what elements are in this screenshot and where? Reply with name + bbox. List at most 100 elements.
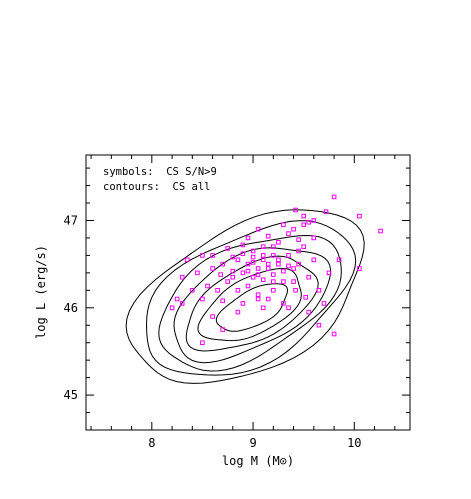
data-point xyxy=(286,253,291,258)
data-point xyxy=(301,222,306,228)
x-tick-label: 8 xyxy=(148,436,155,450)
data-point xyxy=(265,266,271,271)
data-point xyxy=(200,340,205,345)
data-point xyxy=(255,292,261,297)
data-point xyxy=(271,279,276,284)
contour-level xyxy=(185,255,319,352)
data-point xyxy=(293,288,298,293)
data-point xyxy=(190,288,195,293)
data-point xyxy=(225,246,230,251)
data-point xyxy=(250,260,256,265)
data-point xyxy=(235,309,241,315)
data-point xyxy=(281,301,286,306)
data-point xyxy=(215,288,220,293)
contour-level xyxy=(197,267,302,342)
data-point xyxy=(230,254,236,260)
data-point xyxy=(245,235,251,241)
data-point xyxy=(271,253,276,258)
x-axis-label: log M (M⊙) xyxy=(222,454,294,468)
y-tick-label: 45 xyxy=(64,388,78,402)
data-point xyxy=(260,305,266,311)
data-point xyxy=(306,219,311,225)
data-point xyxy=(323,209,329,214)
data-point xyxy=(357,266,362,271)
data-point xyxy=(281,222,286,228)
annotation-contours: contours: CS all xyxy=(103,181,210,193)
data-point xyxy=(235,288,241,293)
data-point xyxy=(230,268,236,274)
data-point xyxy=(255,266,261,271)
data-point xyxy=(291,279,296,284)
contour-level xyxy=(125,209,365,384)
data-point xyxy=(255,296,261,302)
contour-level xyxy=(146,220,357,376)
data-point xyxy=(316,322,322,328)
data-point xyxy=(245,268,251,274)
data-point xyxy=(205,283,210,289)
x-tick-label: 10 xyxy=(347,436,361,450)
data-point xyxy=(286,231,291,236)
contour-level xyxy=(215,283,288,332)
data-point xyxy=(271,244,276,249)
data-point xyxy=(286,305,291,311)
data-point xyxy=(255,226,261,232)
data-point xyxy=(331,331,337,337)
data-point xyxy=(306,274,311,280)
data-point xyxy=(321,301,327,306)
data-point xyxy=(271,288,276,293)
data-point xyxy=(220,261,225,267)
data-point xyxy=(260,253,266,258)
data-point xyxy=(276,257,281,263)
data-point xyxy=(220,298,225,304)
contour-level xyxy=(158,234,342,372)
data-point xyxy=(200,253,205,258)
data-point xyxy=(250,274,256,280)
data-point xyxy=(291,226,296,232)
data-point xyxy=(303,295,308,300)
y-tick-label: 47 xyxy=(64,213,78,227)
data-point xyxy=(240,301,246,306)
data-point xyxy=(179,301,185,306)
data-point xyxy=(331,194,337,200)
data-point xyxy=(230,274,236,280)
data-point xyxy=(271,272,276,277)
data-point xyxy=(235,257,241,263)
data-point xyxy=(260,277,266,283)
data-point xyxy=(265,296,271,302)
data-point xyxy=(311,218,317,223)
contour-level xyxy=(173,247,331,364)
data-point xyxy=(179,274,185,280)
data-point xyxy=(301,244,306,249)
data-point xyxy=(174,296,180,302)
data-point xyxy=(265,261,271,267)
data-point xyxy=(169,305,175,311)
data-point xyxy=(281,279,286,284)
data-point xyxy=(265,233,271,239)
data-point xyxy=(210,314,215,319)
data-point xyxy=(260,257,266,263)
tick-labels-layer: 8 9 10 45 46 47 xyxy=(64,213,362,450)
data-point xyxy=(200,296,205,302)
annotation-symbols: symbols: CS S/N>9 xyxy=(103,166,217,178)
data-point xyxy=(250,248,256,254)
data-point xyxy=(240,270,246,276)
data-point xyxy=(291,266,296,271)
plot-frame xyxy=(85,154,411,431)
data-point xyxy=(210,266,215,271)
data-point xyxy=(311,257,317,263)
data-point xyxy=(276,240,281,245)
x-tick-label: 9 xyxy=(249,436,256,450)
data-point xyxy=(195,270,200,276)
data-point xyxy=(245,261,251,267)
data-point xyxy=(311,235,317,241)
data-point xyxy=(276,261,281,267)
data-point xyxy=(281,268,286,274)
data-point xyxy=(225,279,230,284)
data-point xyxy=(301,213,306,219)
data-point xyxy=(245,283,251,289)
data-point xyxy=(296,248,301,254)
data-point xyxy=(326,270,332,276)
y-axis-label: log L (erg/s) xyxy=(34,245,48,339)
data-point xyxy=(220,327,225,332)
